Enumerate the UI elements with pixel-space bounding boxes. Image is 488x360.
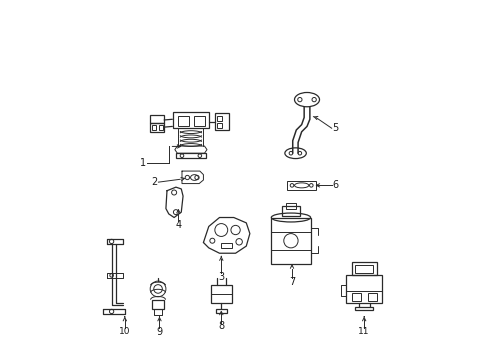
Bar <box>176 153 205 158</box>
Bar <box>287 181 315 190</box>
Text: 2: 2 <box>151 177 157 187</box>
Bar <box>216 309 226 313</box>
Bar <box>367 293 376 301</box>
Bar <box>149 123 164 132</box>
Bar <box>159 125 163 130</box>
Text: 1: 1 <box>140 158 145 168</box>
Text: 8: 8 <box>218 321 224 332</box>
Bar <box>351 262 376 275</box>
Bar <box>217 123 221 128</box>
Bar <box>354 265 372 273</box>
Text: 11: 11 <box>358 327 369 336</box>
Bar <box>282 206 299 216</box>
Text: 3: 3 <box>218 272 224 282</box>
Bar <box>351 293 360 301</box>
Bar <box>217 116 221 121</box>
Bar <box>271 217 310 264</box>
Bar <box>149 115 164 123</box>
Bar <box>346 275 381 303</box>
Text: 10: 10 <box>119 327 130 336</box>
Bar <box>215 113 228 130</box>
Bar <box>221 243 231 248</box>
Text: 5: 5 <box>332 123 338 133</box>
Bar <box>285 203 296 208</box>
Text: 4: 4 <box>175 220 181 230</box>
Bar <box>173 112 208 128</box>
Text: 7: 7 <box>288 277 295 287</box>
Bar <box>194 116 205 126</box>
Text: 9: 9 <box>156 327 162 337</box>
Bar <box>354 307 372 310</box>
Bar <box>151 125 156 130</box>
Bar <box>178 116 189 126</box>
Bar <box>151 300 164 309</box>
Text: 6: 6 <box>332 180 338 190</box>
Bar <box>210 285 231 303</box>
